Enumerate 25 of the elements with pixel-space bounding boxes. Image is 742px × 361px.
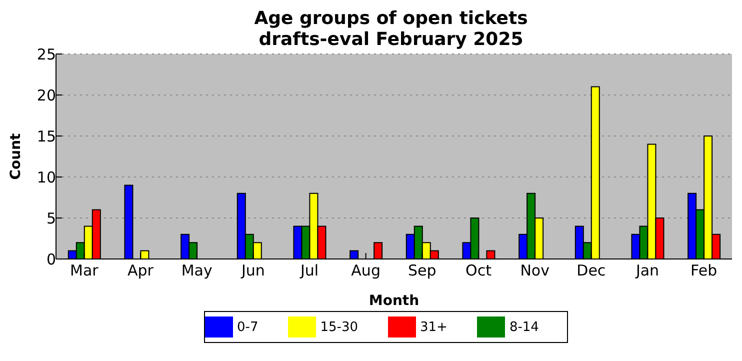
y-axis-title: Count: [8, 132, 24, 180]
x-axis-title: Month: [368, 293, 420, 309]
y-tick-label: 15: [36, 127, 56, 146]
y-tick-label: 10: [36, 168, 56, 186]
x-tick-label: Jul: [299, 262, 319, 280]
x-tick-label: Jun: [240, 262, 265, 280]
x-tick-label: Apr: [128, 262, 154, 280]
legend-label: 8-14: [509, 320, 539, 336]
x-tick-label: May: [181, 262, 212, 280]
legend-label: 31+: [420, 320, 448, 336]
x-tick-label: Sep: [408, 262, 436, 280]
x-tick-label: Jan: [634, 262, 660, 280]
x-tick-label: Dec: [576, 262, 606, 280]
legend-label: 0-7: [237, 320, 258, 336]
y-tick-label: 0: [46, 250, 56, 268]
y-tick-label: 20: [36, 86, 56, 104]
x-tick-label: Oct: [466, 262, 492, 280]
y-tick-label: 5: [46, 209, 56, 228]
x-tick-label: Mar: [70, 262, 100, 280]
legend-label: 15-30: [320, 320, 358, 336]
y-tick-label: 25: [36, 45, 56, 64]
x-tick-label: Feb: [690, 262, 718, 280]
chart-title: Age groups of open tickets drafts-eval February 2025: [253, 8, 529, 50]
x-tick-label: Nov: [520, 262, 550, 280]
x-tick-label: Aug: [351, 262, 380, 280]
